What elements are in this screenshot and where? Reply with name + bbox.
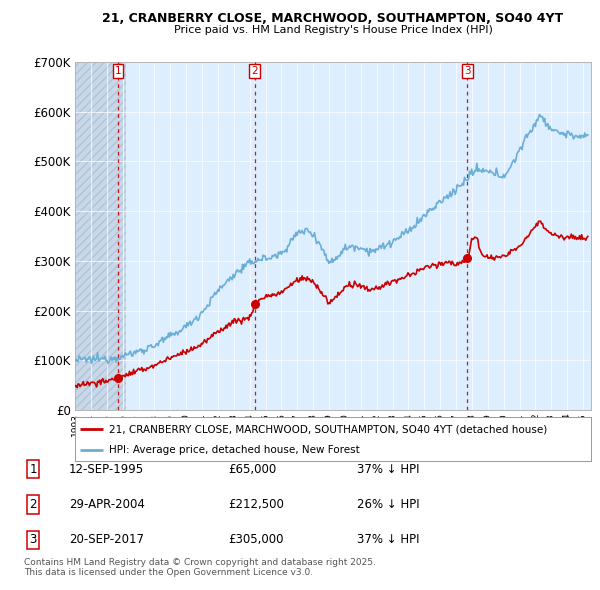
Text: 3: 3 (29, 533, 37, 546)
Text: £212,500: £212,500 (228, 498, 284, 511)
Text: Contains HM Land Registry data © Crown copyright and database right 2025.
This d: Contains HM Land Registry data © Crown c… (24, 558, 376, 577)
Text: 21, CRANBERRY CLOSE, MARCHWOOD, SOUTHAMPTON, SO40 4YT (detached house): 21, CRANBERRY CLOSE, MARCHWOOD, SOUTHAMP… (109, 424, 547, 434)
Text: Price paid vs. HM Land Registry's House Price Index (HPI): Price paid vs. HM Land Registry's House … (173, 25, 493, 35)
Text: 20-SEP-2017: 20-SEP-2017 (69, 533, 144, 546)
Text: 2: 2 (251, 66, 258, 76)
Text: 21, CRANBERRY CLOSE, MARCHWOOD, SOUTHAMPTON, SO40 4YT: 21, CRANBERRY CLOSE, MARCHWOOD, SOUTHAMP… (103, 12, 563, 25)
Text: 1: 1 (115, 66, 121, 76)
Text: 37% ↓ HPI: 37% ↓ HPI (357, 533, 419, 546)
Text: HPI: Average price, detached house, New Forest: HPI: Average price, detached house, New … (109, 445, 359, 455)
Text: 1: 1 (29, 463, 37, 476)
Text: 37% ↓ HPI: 37% ↓ HPI (357, 463, 419, 476)
Text: £65,000: £65,000 (228, 463, 276, 476)
Text: 2: 2 (29, 498, 37, 511)
Text: £305,000: £305,000 (228, 533, 284, 546)
Bar (75, 62, 126, 410)
Text: 3: 3 (464, 66, 471, 76)
Text: 12-SEP-1995: 12-SEP-1995 (69, 463, 144, 476)
Text: 29-APR-2004: 29-APR-2004 (69, 498, 145, 511)
Text: 26% ↓ HPI: 26% ↓ HPI (357, 498, 419, 511)
